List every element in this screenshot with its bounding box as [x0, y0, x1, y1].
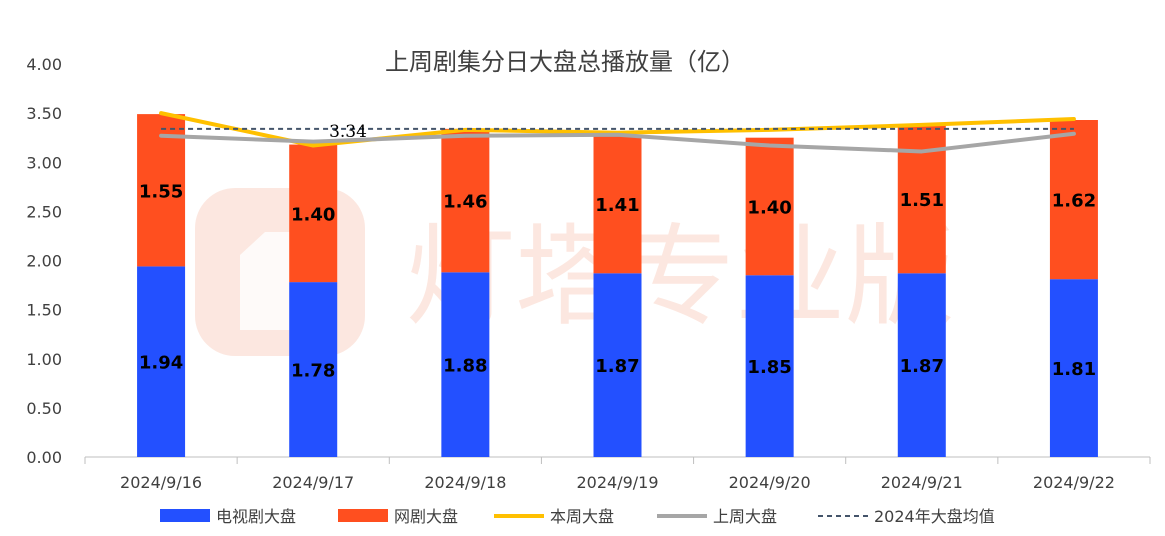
- y-tick-label: 2.00: [26, 252, 62, 271]
- y-tick-label: 2.50: [26, 202, 62, 221]
- bar-value-label: 1.94: [139, 353, 183, 374]
- bar-value-label: 1.46: [443, 192, 487, 213]
- bar-value-label: 1.88: [443, 356, 487, 377]
- legend-label: 本周大盘: [550, 507, 614, 526]
- tv-bar: [897, 273, 946, 457]
- tv-bar: [593, 273, 642, 457]
- y-tick-label: 1.50: [26, 301, 62, 320]
- legend-label: 电视剧大盘: [216, 507, 296, 526]
- watermark-text: 灯塔专业版: [405, 213, 955, 341]
- y-tick-label: 1.00: [26, 350, 62, 369]
- web-bar: [1049, 120, 1098, 280]
- chart-title: 上周剧集分日大盘总播放量（亿）: [385, 48, 745, 76]
- bar-value-label: 1.81: [1052, 359, 1096, 380]
- x-tick-label: 2024/9/20: [729, 473, 811, 492]
- x-tick-label: 2024/9/22: [1033, 473, 1115, 492]
- x-tick-label: 2024/9/17: [272, 473, 354, 492]
- bar-value-label: 1.51: [900, 190, 944, 211]
- y-tick-label: 0.50: [26, 399, 62, 418]
- x-tick-label: 2024/9/19: [576, 473, 658, 492]
- x-tick-label: 2024/9/16: [120, 473, 202, 492]
- bar-value-label: 1.40: [291, 204, 335, 225]
- y-axis: 0.00 0.50 1.00 1.50 2.00 2.50 3.00 3.50 4.00: [26, 55, 62, 467]
- x-tick-label: 2024/9/18: [424, 473, 506, 492]
- bar-value-label: 1.78: [291, 361, 335, 382]
- x-tick-label: 2024/9/21: [881, 473, 963, 492]
- legend-swatch: [338, 509, 388, 522]
- tv-bar: [441, 272, 490, 457]
- average-annotation: 3.34: [329, 122, 367, 142]
- legend-label: 上周大盘: [713, 507, 777, 526]
- bar-value-label: 1.85: [747, 357, 791, 378]
- tv-bar: [289, 282, 338, 457]
- web-bar: [137, 114, 186, 267]
- tv-bar: [137, 266, 186, 457]
- legend-swatch: [160, 509, 210, 522]
- y-tick-label: 4.00: [26, 55, 62, 74]
- bar-value-label: 1.55: [139, 181, 183, 202]
- last-week-line: [159, 131, 1076, 154]
- bar-labels: 1.94 1.55 1.78 1.40 1.88 1.46 1.87 1.41 1.85 1.40…: [139, 181, 1096, 381]
- web-bar: [593, 134, 642, 274]
- legend-label: 2024年大盘均值: [874, 507, 995, 526]
- web-bar: [289, 144, 338, 283]
- bar-value-label: 1.62: [1052, 191, 1096, 212]
- web-bar: [441, 128, 490, 273]
- bar-value-label: 1.87: [595, 356, 639, 377]
- web-bar: [745, 137, 794, 276]
- bar-value-label: 1.87: [900, 356, 944, 377]
- tv-bar: [745, 275, 794, 457]
- x-axis: 2024/9/16 2024/9/17 2024/9/18 2024/9/19 2024…: [84, 457, 1151, 492]
- legend: 电视剧大盘 网剧大盘 本周大盘 上周大盘 2024年大盘均值: [160, 507, 995, 526]
- tv-bar: [1049, 279, 1098, 457]
- lines: [159, 111, 1076, 154]
- bar-value-label: 1.40: [747, 197, 791, 218]
- bar-value-label: 1.41: [595, 195, 639, 216]
- legend-label: 网剧大盘: [394, 507, 458, 526]
- y-tick-label: 3.00: [26, 153, 62, 172]
- y-tick-label: 0.00: [26, 448, 62, 467]
- y-tick-label: 3.50: [26, 104, 62, 123]
